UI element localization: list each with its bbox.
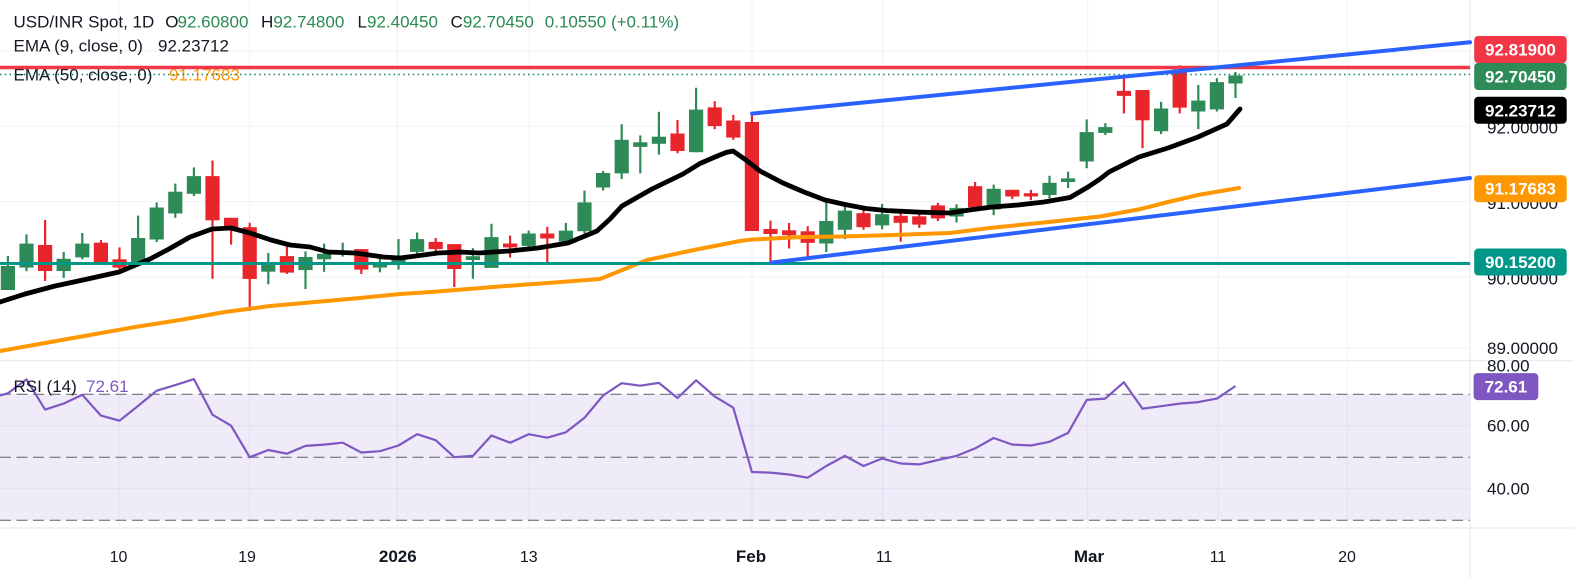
svg-text:Feb: Feb (736, 547, 766, 566)
svg-text:72.61: 72.61 (1485, 378, 1528, 397)
svg-text:91.17683: 91.17683 (169, 66, 240, 85)
svg-text:89.00000: 89.00000 (1487, 339, 1558, 358)
svg-text:EMA (9, close, 0): EMA (9, close, 0) (14, 37, 143, 56)
svg-text:19: 19 (238, 549, 256, 566)
svg-text:H: H (261, 13, 273, 32)
svg-text:0.10550 (+0.11%): 0.10550 (+0.11%) (545, 13, 679, 32)
svg-text:USD/INR Spot, 1D: USD/INR Spot, 1D (14, 13, 155, 32)
svg-text:C: C (451, 13, 463, 32)
svg-text:11: 11 (1210, 549, 1227, 566)
svg-text:92.70450: 92.70450 (463, 13, 534, 32)
svg-text:72.61: 72.61 (86, 377, 129, 396)
svg-text:20: 20 (1338, 549, 1356, 566)
svg-text:92.70450: 92.70450 (1485, 68, 1556, 87)
svg-text:92.60800: 92.60800 (178, 13, 249, 32)
svg-text:Mar: Mar (1074, 547, 1105, 566)
svg-text:90.15200: 90.15200 (1485, 253, 1556, 272)
svg-text:11: 11 (876, 549, 893, 566)
svg-text:L: L (358, 13, 367, 32)
svg-text:92.40450: 92.40450 (367, 13, 438, 32)
svg-text:91.17683: 91.17683 (1485, 180, 1556, 199)
svg-text:40.00: 40.00 (1487, 480, 1530, 499)
svg-text:2026: 2026 (379, 547, 417, 566)
svg-text:92.23712: 92.23712 (1485, 101, 1556, 120)
svg-text:RSI (14): RSI (14) (14, 377, 77, 396)
svg-text:10: 10 (110, 549, 128, 566)
svg-text:92.74800: 92.74800 (273, 13, 344, 32)
svg-text:92.23712: 92.23712 (158, 37, 229, 56)
svg-text:80.00: 80.00 (1487, 357, 1530, 376)
svg-text:13: 13 (520, 549, 538, 566)
svg-text:92.81900: 92.81900 (1485, 41, 1556, 60)
svg-text:60.00: 60.00 (1487, 417, 1530, 436)
svg-text:O: O (165, 13, 178, 32)
